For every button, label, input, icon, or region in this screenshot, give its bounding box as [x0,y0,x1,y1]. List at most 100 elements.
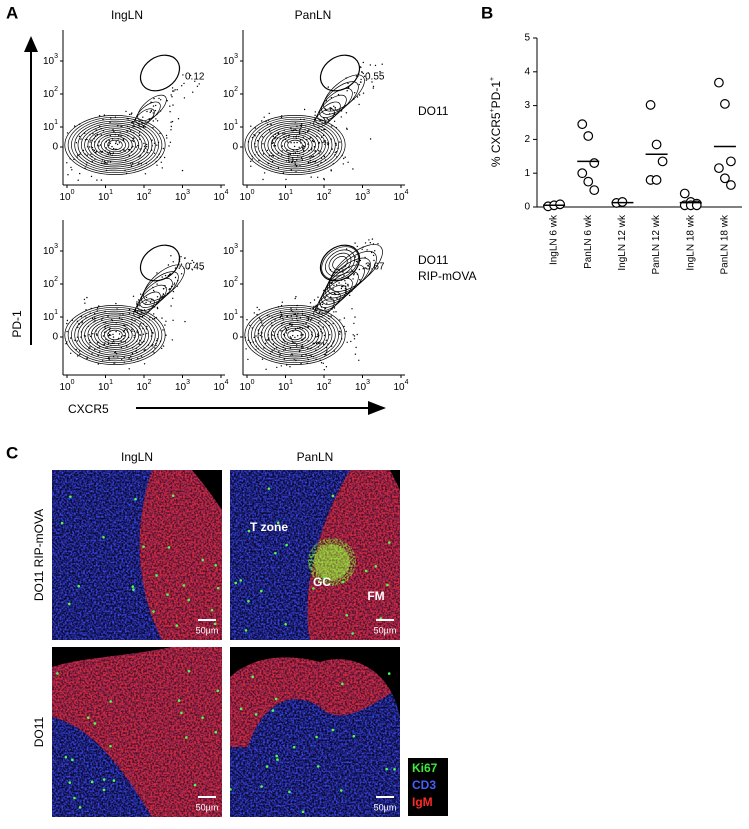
event-dot [180,273,183,275]
tick-label: 102 [43,276,58,290]
event-dot [77,179,79,181]
event-dot [353,338,356,340]
ki67-dot [90,780,94,784]
event-dot [183,97,186,99]
event-dot [166,100,168,102]
event-dot [100,179,103,181]
event-dot [145,301,147,304]
event-dot [298,131,301,133]
event-dot [354,353,357,355]
contour [104,137,126,153]
event-dot [340,116,342,118]
event-dot [294,328,297,330]
event-dot [369,242,371,244]
event-dot [367,72,370,74]
event-dot [333,284,335,287]
micrograph: 50µm [230,470,400,640]
ki67-dot [288,790,291,794]
event-dot [111,145,113,148]
event-dot [302,147,304,149]
event-dot [133,336,135,338]
contour [267,318,323,352]
ki67-dot [340,789,343,792]
event-dot [310,176,312,178]
tick-label: 100 [59,379,74,393]
ki67-dot [271,709,275,712]
event-dot [290,169,292,171]
event-dot [308,129,310,131]
scale-bar-label: 50µm [196,802,219,812]
contour [139,278,173,308]
gate-percentage: 0.55 [365,72,385,83]
event-dot [107,315,109,317]
event-dot [142,333,145,335]
event-dot [109,151,111,153]
event-dot [323,179,325,181]
x-tick-label: PanLN 12 wk [651,214,662,274]
event-dot [364,242,367,244]
event-dot [173,284,175,286]
tick-label: 101 [278,189,293,203]
event-dot [326,142,328,144]
gate [139,54,181,92]
tick-exp: 1 [289,379,293,386]
event-dot [317,176,319,178]
event-dot [318,153,320,155]
ki67-dot [247,599,250,603]
event-dot [346,90,348,92]
ki67-dot [182,584,186,587]
contour [323,74,365,112]
event-dot [298,146,300,148]
tick-base: 10 [239,382,251,393]
contour [67,116,163,174]
gate-percentage: 0.45 [185,262,205,273]
event-dot [335,144,338,146]
event-dot [196,85,199,88]
legend-box [408,758,448,816]
event-dot [254,127,257,129]
event-dot [374,250,376,252]
event-dot [171,87,174,89]
event-dot [113,147,115,150]
event-dot [369,64,371,66]
event-dot [280,304,283,307]
event-dot [123,356,125,359]
event-dot [335,142,337,145]
tick-label: 104 [213,189,228,203]
contour [71,308,159,362]
event-dot [86,296,88,299]
tick-label: 101 [223,119,238,133]
event-dot [96,307,99,309]
ki67-dot [274,551,277,555]
tick-base: 10 [278,192,290,203]
event-dot [79,353,81,356]
event-dot [170,129,172,131]
event-dot [264,342,267,344]
event-dot [271,154,273,157]
event-dot [173,282,176,284]
event-dot [170,255,172,257]
event-dot [289,336,292,338]
tick-base: 10 [136,382,148,393]
event-dot [332,288,334,290]
event-dot [300,362,302,365]
arrow-head [368,401,386,415]
tick-label: 101 [43,119,58,133]
event-dot [83,298,86,301]
event-dot [161,317,163,319]
event-dot [354,256,357,258]
event-dot [170,125,172,128]
event-dot [372,85,375,88]
event-dot [154,109,157,112]
ki67-dot [244,629,248,632]
event-dot [318,343,320,345]
event-dot [100,134,102,136]
contour [277,324,313,346]
tissue-edge [52,647,172,667]
event-dot [156,307,159,310]
label-part: + [489,108,496,112]
label-part: + [489,77,496,81]
event-dot [262,153,265,155]
tick-exp: 0 [251,379,255,386]
tick-label: 103 [223,243,238,257]
